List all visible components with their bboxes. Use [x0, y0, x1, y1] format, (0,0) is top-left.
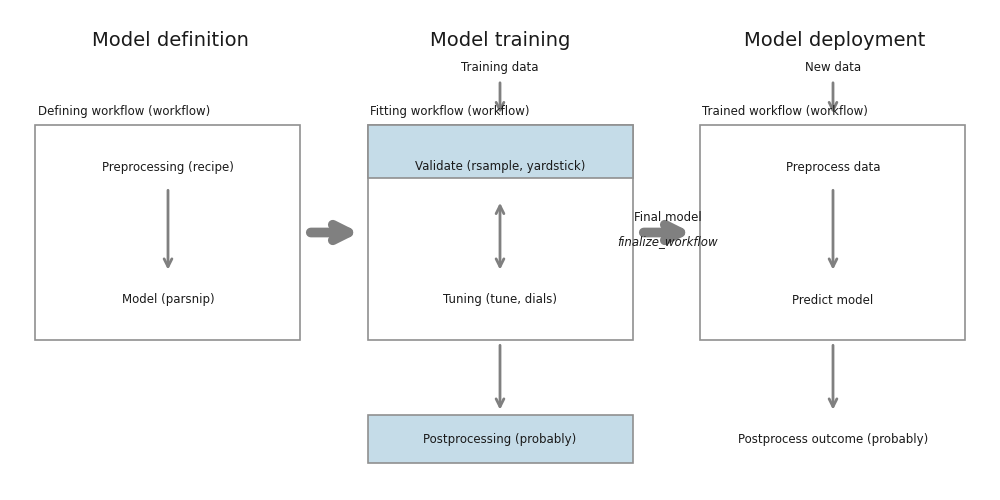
Bar: [368, 125, 633, 178]
Text: Model (parsnip): Model (parsnip): [122, 294, 214, 306]
Text: Tuning (tune, dials): Tuning (tune, dials): [443, 294, 557, 306]
Bar: [368, 415, 633, 463]
Text: Defining workflow (workflow): Defining workflow (workflow): [38, 104, 210, 118]
Text: Preprocess data: Preprocess data: [786, 161, 880, 174]
Text: Fitting workflow (workflow): Fitting workflow (workflow): [370, 104, 530, 118]
Text: Model deployment: Model deployment: [744, 30, 926, 50]
Text: finalize_workflow: finalize_workflow: [618, 235, 718, 248]
Text: Postprocess outcome (probably): Postprocess outcome (probably): [738, 432, 928, 446]
Text: Trained workflow (workflow): Trained workflow (workflow): [702, 104, 868, 118]
Text: Predict model: Predict model: [792, 294, 874, 306]
Bar: [35, 125, 300, 340]
Text: Training data: Training data: [461, 61, 539, 74]
Text: Final model: Final model: [634, 211, 702, 224]
Text: Validate (rsample, yardstick): Validate (rsample, yardstick): [415, 160, 585, 173]
Text: Model training: Model training: [430, 30, 570, 50]
Bar: [368, 125, 633, 340]
Bar: [700, 125, 965, 340]
Text: Model definition: Model definition: [92, 30, 248, 50]
Text: Postprocessing (probably): Postprocessing (probably): [423, 432, 577, 446]
Text: Preprocessing (recipe): Preprocessing (recipe): [102, 161, 234, 174]
Text: New data: New data: [805, 61, 861, 74]
